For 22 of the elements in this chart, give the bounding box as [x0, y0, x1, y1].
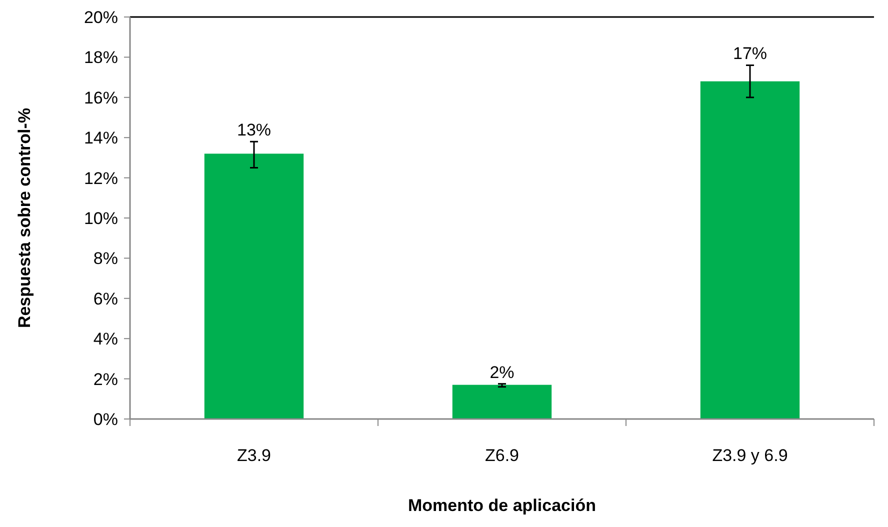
y-tick-label: 8%	[93, 249, 118, 268]
y-tick-label: 0%	[93, 410, 118, 429]
y-tick-label: 6%	[93, 289, 118, 308]
x-axis-title: Momento de aplicación	[408, 496, 596, 515]
data-label: 13%	[236, 120, 272, 140]
x-tick-label: Z3.9 y 6.9	[712, 446, 788, 465]
bar	[700, 81, 800, 419]
data-label: 2%	[490, 362, 514, 382]
y-tick-label: 18%	[84, 48, 118, 68]
y-axis-title: Respuesta sobre control-%	[15, 108, 34, 328]
y-tick-label: 20%	[84, 8, 118, 27]
y-tick-label: 14%	[84, 128, 118, 148]
bar	[452, 384, 552, 419]
y-tick-label: 12%	[84, 168, 118, 188]
x-tick-label: Z6.9	[484, 446, 520, 465]
y-tick-label: 2%	[93, 370, 118, 389]
y-tick-label: 16%	[84, 88, 118, 108]
x-tick-label: Z3.9	[236, 446, 272, 465]
y-tick-label: 10%	[84, 208, 118, 228]
bar	[204, 154, 304, 419]
data-label: 17%	[732, 44, 768, 64]
y-tick-label: 4%	[93, 330, 118, 349]
